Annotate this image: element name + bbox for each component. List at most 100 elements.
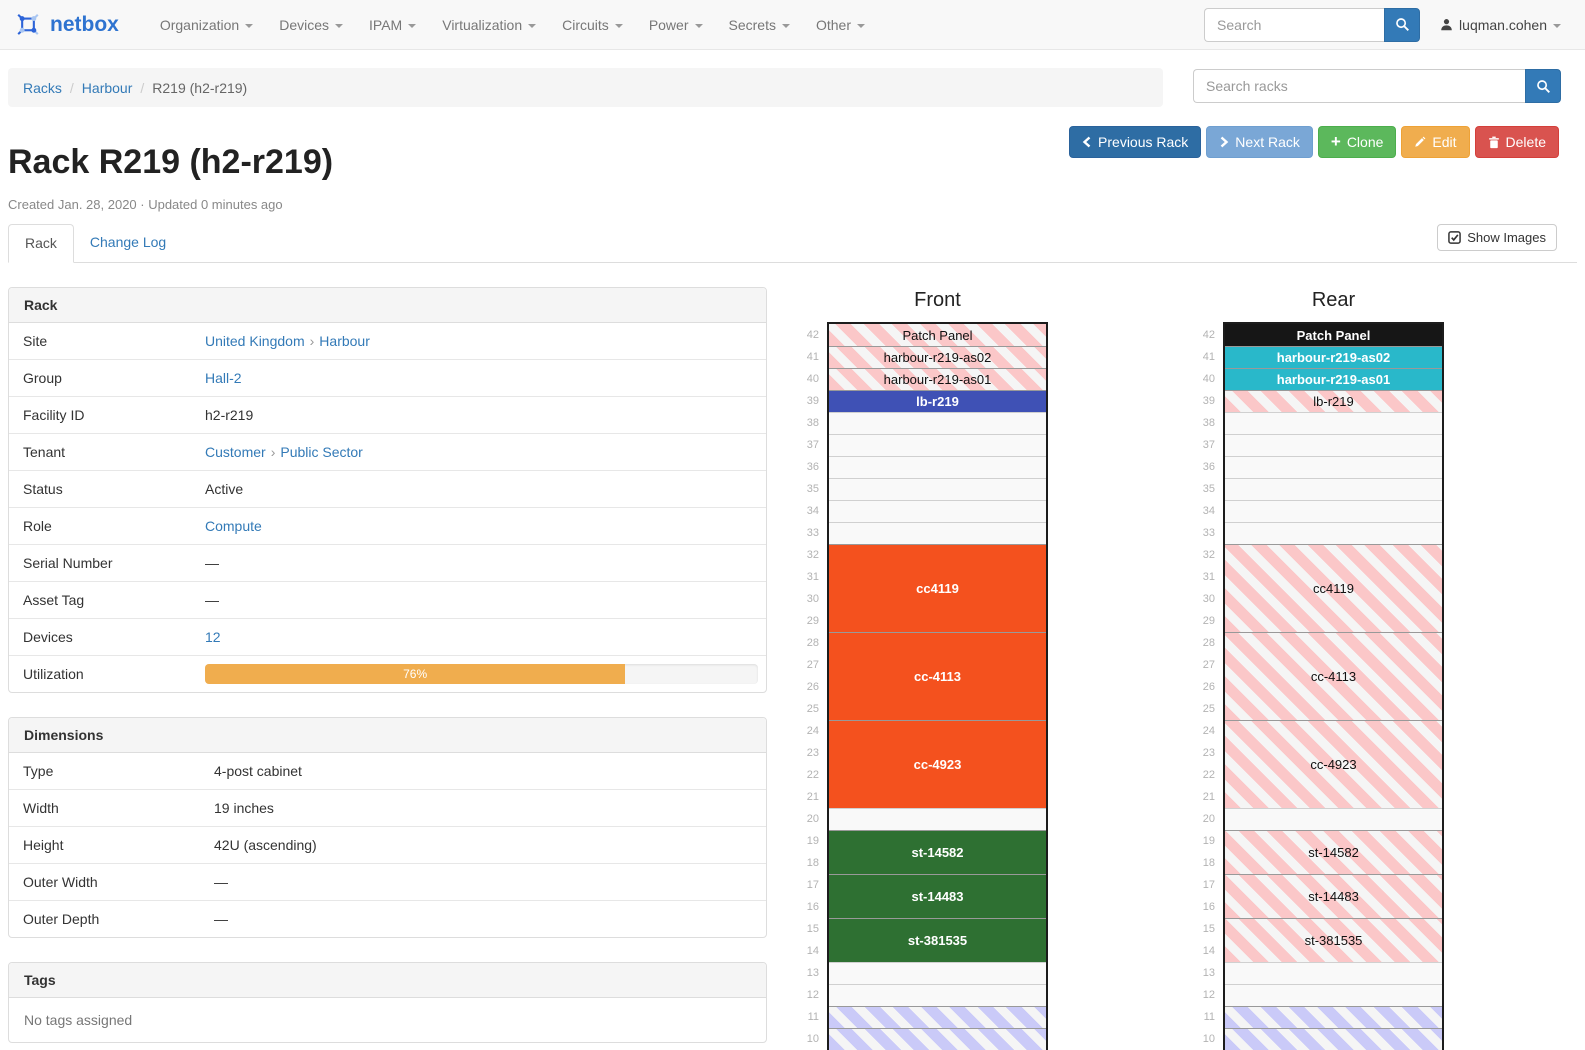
device-st-14483[interactable]: st-14483: [1225, 874, 1442, 918]
rack-search-button[interactable]: [1525, 69, 1561, 103]
tags-panel: Tags No tags assigned: [8, 962, 767, 1043]
delete-button[interactable]: Delete: [1474, 126, 1559, 158]
value-text: —: [214, 911, 228, 927]
device-st-14483[interactable]: st-14483: [829, 874, 1046, 918]
device-cc-4113[interactable]: cc-4113: [1225, 632, 1442, 720]
tab-rack[interactable]: Rack: [8, 224, 74, 263]
rack-unit-13-front[interactable]: [829, 962, 1046, 984]
tab-change-log[interactable]: Change Log: [89, 234, 167, 250]
rack-unit-35-front[interactable]: [829, 478, 1046, 500]
unit-number: 12: [806, 989, 819, 1001]
rack-unit-12-front[interactable]: [829, 984, 1046, 1006]
breadcrumb-harbour[interactable]: Harbour: [81, 79, 133, 96]
device-lb-r219[interactable]: lb-r219: [829, 390, 1046, 412]
plus-icon: +: [1330, 131, 1341, 151]
device-harbour-r219-as02[interactable]: harbour-r219-as02: [1225, 346, 1442, 368]
edit-button[interactable]: Edit: [1401, 126, 1470, 158]
device-cc4119[interactable]: cc4119: [829, 544, 1046, 632]
nav-item-ipam[interactable]: IPAM: [356, 0, 429, 50]
table-row: Outer Depth —: [9, 900, 766, 937]
value-link[interactable]: 12: [205, 629, 221, 645]
nav-item-circuits[interactable]: Circuits: [549, 0, 636, 50]
rack-unit-12-rear[interactable]: [1225, 984, 1442, 1006]
nav-item-other[interactable]: Other: [803, 0, 878, 50]
unit-number: 19: [1202, 835, 1215, 847]
value-text: h2-r219: [205, 407, 254, 423]
rack-unit-36-rear[interactable]: [1225, 456, 1442, 478]
previous-rack-button[interactable]: Previous Rack: [1069, 126, 1202, 158]
rack-search-input[interactable]: [1193, 69, 1525, 103]
device-cc-4923[interactable]: cc-4923: [1225, 720, 1442, 808]
rack-unit-38-front[interactable]: [829, 412, 1046, 434]
device-Patch Panel[interactable]: Patch Panel: [1225, 324, 1442, 346]
device-st-381535[interactable]: st-381535: [829, 918, 1046, 962]
device-harbour-r219-as01[interactable]: harbour-r219-as01: [1225, 368, 1442, 390]
unit-number: 16: [806, 901, 819, 913]
device-st-14582[interactable]: st-14582: [1225, 830, 1442, 874]
device-st-14582[interactable]: st-14582: [829, 830, 1046, 874]
row-value: —: [206, 900, 766, 937]
next-rack-button[interactable]: Next Rack: [1206, 126, 1313, 158]
unit-number: 17: [806, 879, 819, 891]
device-Patch Panel[interactable]: Patch Panel: [829, 324, 1046, 346]
global-search-input[interactable]: [1204, 7, 1385, 42]
reserved-unit: [1225, 1006, 1442, 1028]
unit-number: 24: [806, 725, 819, 737]
row-value: 42U (ascending): [206, 826, 766, 864]
rack-unit-13-rear[interactable]: [1225, 962, 1442, 984]
breadcrumb-racks[interactable]: Racks: [23, 79, 62, 96]
netbox-brand[interactable]: netbox: [0, 11, 131, 39]
device-cc-4923[interactable]: cc-4923: [829, 720, 1046, 808]
row-label: Group: [9, 359, 197, 397]
rack-unit-34-rear[interactable]: [1225, 500, 1442, 522]
rack-unit-20-rear[interactable]: [1225, 808, 1442, 830]
clone-button[interactable]: + Clone: [1317, 126, 1397, 158]
value-link[interactable]: Compute: [205, 518, 262, 534]
unit-number: 22: [1202, 769, 1215, 781]
global-search: [1204, 7, 1421, 42]
nav-item-devices[interactable]: Devices: [266, 0, 356, 50]
value-link[interactable]: Hall-2: [205, 370, 242, 386]
unit-number: 27: [1202, 659, 1215, 671]
value-link[interactable]: United Kingdom: [205, 333, 305, 349]
unit-number: 29: [806, 615, 819, 627]
nav-item-power[interactable]: Power: [636, 0, 716, 50]
user-menu[interactable]: luqman.cohen: [1420, 17, 1585, 33]
unit-number: 25: [1202, 703, 1215, 715]
rack-unit-33-front[interactable]: [829, 522, 1046, 544]
unit-number: 33: [1202, 527, 1215, 539]
rack-unit-37-rear[interactable]: [1225, 434, 1442, 456]
device-cc4119[interactable]: cc4119: [1225, 544, 1442, 632]
unit-number: 41: [1202, 351, 1215, 363]
row-label: Height: [9, 826, 206, 864]
value-link[interactable]: Harbour: [319, 333, 370, 349]
unit-number: 32: [1202, 549, 1215, 561]
unit-number: 20: [1202, 813, 1215, 825]
rack-unit-38-rear[interactable]: [1225, 412, 1442, 434]
row-value: 4-post cabinet: [206, 753, 766, 790]
reserved-unit: [829, 1028, 1046, 1050]
rack-unit-37-front[interactable]: [829, 434, 1046, 456]
value-text: 4-post cabinet: [214, 763, 302, 779]
rack-unit-34-front[interactable]: [829, 500, 1046, 522]
nav-item-secrets[interactable]: Secrets: [716, 0, 803, 50]
nav-item-organization[interactable]: Organization: [147, 0, 266, 50]
rack-unit-36-front[interactable]: [829, 456, 1046, 478]
device-harbour-r219-as01[interactable]: harbour-r219-as01: [829, 368, 1046, 390]
user-name: luqman.cohen: [1459, 16, 1547, 33]
chevron-down-icon: [614, 23, 623, 28]
rack-unit-33-rear[interactable]: [1225, 522, 1442, 544]
value-separator: ›: [270, 444, 276, 460]
device-st-381535[interactable]: st-381535: [1225, 918, 1442, 962]
unit-number: 22: [806, 769, 819, 781]
global-search-button[interactable]: [1384, 7, 1421, 42]
nav-item-virtualization[interactable]: Virtualization: [429, 0, 549, 50]
device-lb-r219[interactable]: lb-r219: [1225, 390, 1442, 412]
rack-unit-20-front[interactable]: [829, 808, 1046, 830]
rack-unit-35-rear[interactable]: [1225, 478, 1442, 500]
show-images-button[interactable]: Show Images: [1437, 224, 1557, 251]
value-link[interactable]: Public Sector: [280, 444, 363, 460]
device-harbour-r219-as02[interactable]: harbour-r219-as02: [829, 346, 1046, 368]
value-link[interactable]: Customer: [205, 444, 266, 460]
device-cc-4113[interactable]: cc-4113: [829, 632, 1046, 720]
